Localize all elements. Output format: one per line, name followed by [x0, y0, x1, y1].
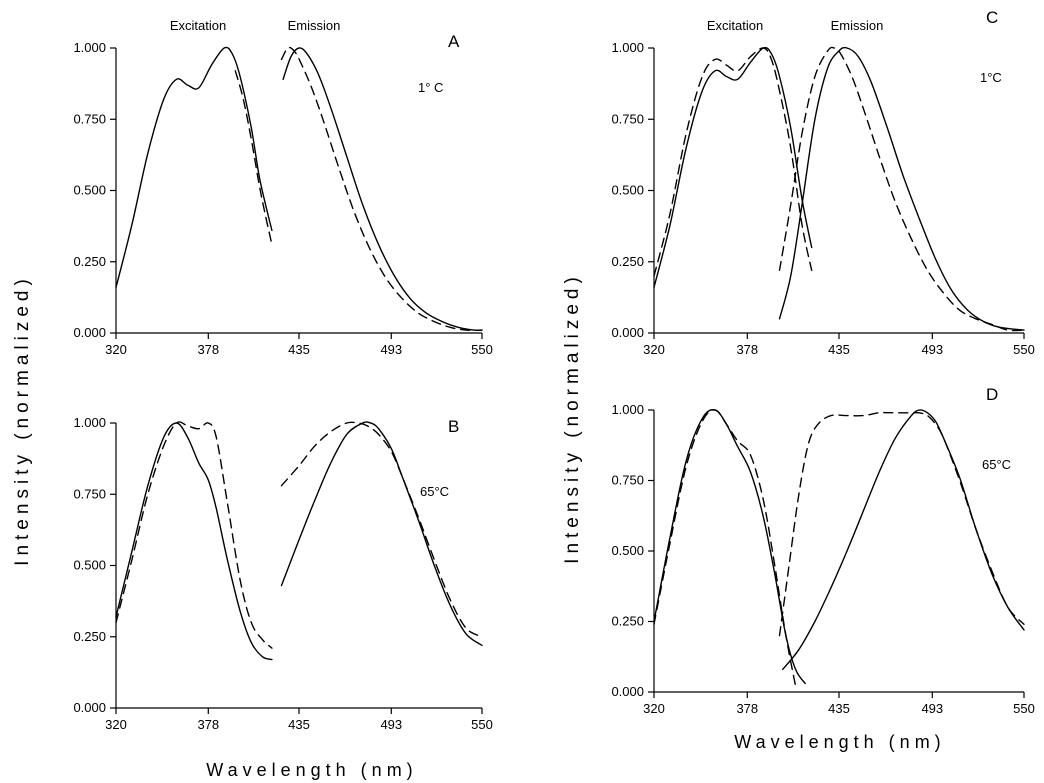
dashed-curve-3 [778, 46, 1025, 332]
x-tick-label: 435 [828, 701, 850, 716]
x-tick-label: 550 [471, 717, 493, 732]
solid-curve-0 [115, 46, 273, 289]
y-tick-label: 0.250 [611, 614, 644, 629]
x-axis-label-left: Wavelength (nm) [206, 760, 417, 780]
x-tick-label: 378 [197, 717, 219, 732]
panels-group: 0.000 0.250 0.500 0.750 1.000 320 378 435 493 550… [73, 8, 1034, 732]
y-tick-label: 0.750 [611, 473, 644, 488]
dashed-curve-1 [234, 70, 273, 246]
excitation-header: Excitation [170, 18, 226, 33]
y-tick-label: 0.500 [611, 543, 644, 558]
temperature-label: 65°C [982, 457, 1011, 472]
solid-curve-0 [115, 422, 273, 661]
emission-header: Emission [831, 18, 884, 33]
x-tick-label: 320 [643, 342, 665, 357]
panel-label: C [986, 8, 998, 27]
y-axis-label-right: Intensity (normalized) [562, 272, 583, 564]
panel-b: 0.000 0.250 0.500 0.750 1.000 320 378 435 493 550… [73, 415, 492, 732]
y-tick-label: 0.500 [73, 183, 106, 198]
x-tick-label: 493 [921, 701, 943, 716]
x-tick-label: 493 [380, 342, 402, 357]
solid-curve-0 [653, 409, 806, 685]
y-tick-label: 0.500 [73, 558, 106, 573]
x-tick-label: 320 [105, 342, 127, 357]
panel-label: B [448, 417, 459, 436]
temperature-label: 1° C [418, 80, 443, 95]
solid-curve-2 [282, 47, 483, 332]
y-tick-label: 0.000 [611, 325, 644, 340]
x-tick-label: 378 [736, 701, 758, 716]
y-tick-label: 1.000 [611, 402, 644, 417]
y-tick-label: 0.000 [73, 700, 106, 715]
emission-header: Emission [288, 18, 341, 33]
y-tick-label: 0.250 [611, 254, 644, 269]
y-tick-label: 0.250 [73, 254, 106, 269]
y-axis-label-left: Intensity (normalized) [12, 274, 33, 566]
panel-c: 0.000 0.250 0.500 0.750 1.000 320 378 435 493 550… [611, 8, 1034, 357]
dashed-curve-1 [653, 47, 813, 277]
x-tick-label: 378 [197, 342, 219, 357]
dashed-curve-1 [653, 409, 797, 688]
dashed-curve-3 [280, 46, 483, 332]
y-tick-label: 0.000 [611, 684, 644, 699]
panel-a: 0.000 0.250 0.500 0.750 1.000 320 378 435 493 550… [73, 18, 492, 357]
panel-label: D [986, 385, 998, 404]
y-tick-label: 0.750 [611, 111, 644, 126]
solid-curve-2 [280, 421, 483, 646]
dashed-curve-1 [115, 421, 273, 649]
x-tick-label: 435 [288, 342, 310, 357]
x-tick-label: 550 [1013, 342, 1035, 357]
x-axis-label-right: Wavelength (nm) [734, 732, 945, 752]
y-tick-label: 0.750 [73, 486, 106, 501]
x-tick-label: 320 [105, 717, 127, 732]
x-tick-label: 493 [380, 717, 402, 732]
x-tick-label: 435 [828, 342, 850, 357]
temperature-label: 1°C [980, 70, 1002, 85]
x-tick-label: 550 [1013, 701, 1035, 716]
y-tick-label: 1.000 [73, 415, 106, 430]
y-tick-label: 1.000 [73, 40, 106, 55]
solid-curve-0 [653, 46, 813, 289]
x-tick-label: 493 [921, 342, 943, 357]
temperature-label: 65°C [420, 484, 449, 499]
panel-d: 0.000 0.250 0.500 0.750 1.000 320 378 435 493 550… [611, 385, 1034, 716]
y-tick-label: 0.500 [611, 183, 644, 198]
x-tick-label: 378 [736, 342, 758, 357]
y-tick-label: 1.000 [611, 40, 644, 55]
x-tick-label: 550 [471, 342, 493, 357]
x-tick-label: 320 [643, 701, 665, 716]
excitation-header: Excitation [707, 18, 763, 33]
panel-label: A [448, 32, 460, 51]
solid-curve-2 [778, 46, 1025, 331]
y-tick-label: 0.750 [73, 111, 106, 126]
y-tick-label: 0.000 [73, 325, 106, 340]
dashed-curve-3 [778, 411, 1025, 637]
solid-curve-2 [782, 409, 1025, 671]
dashed-curve-3 [280, 421, 483, 638]
x-tick-label: 435 [288, 717, 310, 732]
y-tick-label: 0.250 [73, 629, 106, 644]
